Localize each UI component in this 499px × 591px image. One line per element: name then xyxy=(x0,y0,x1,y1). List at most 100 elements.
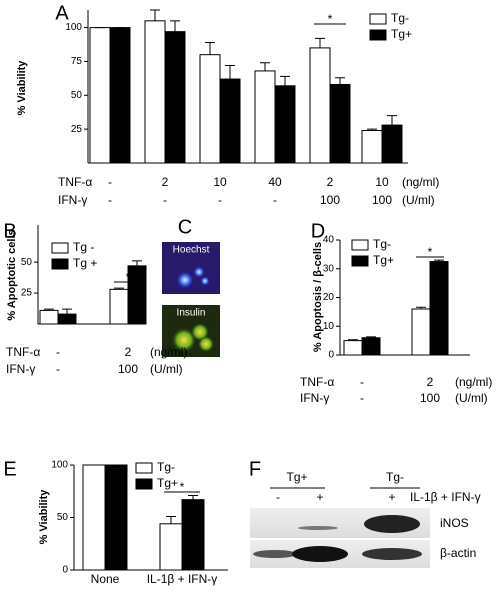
condition-value: - xyxy=(360,391,364,405)
bar xyxy=(411,308,431,356)
condition-unit: (ng/ml) xyxy=(402,175,439,189)
condition-value: 40 xyxy=(268,175,282,189)
band-label: β-actin xyxy=(440,546,476,560)
annotation: * xyxy=(428,245,433,259)
condition-value: 100 xyxy=(118,362,138,376)
error-bar xyxy=(132,260,142,266)
legend-swatch xyxy=(369,29,387,41)
condition-value: 10 xyxy=(375,175,389,189)
error-bar xyxy=(44,308,54,311)
annotation: * xyxy=(180,480,185,494)
bar xyxy=(144,20,166,164)
y-axis-label: % Viability xyxy=(16,60,28,116)
bar xyxy=(181,499,205,571)
legend-label: Tg+ xyxy=(373,253,394,267)
legend-swatch xyxy=(369,13,387,25)
condition-value: 2 xyxy=(427,375,434,389)
y-tick-label: 50 xyxy=(71,90,83,101)
condition-value: 2 xyxy=(327,175,334,189)
condition-value: - xyxy=(218,193,222,207)
cell xyxy=(198,336,214,352)
y-tick-label: 75 xyxy=(71,56,83,67)
band xyxy=(298,526,338,530)
condition-value: 2 xyxy=(162,175,169,189)
legend-label: Tg- xyxy=(391,11,409,25)
error-bar xyxy=(335,77,345,85)
condition-label: TNF-α xyxy=(6,345,40,359)
legend-label: Tg+ xyxy=(391,27,412,41)
condition-unit: (ng/ml) xyxy=(455,375,492,389)
condition-value: - xyxy=(108,175,112,189)
bar xyxy=(429,261,449,356)
condition-label: TNF-α xyxy=(300,375,334,389)
error-bar xyxy=(260,62,270,71)
band xyxy=(253,550,297,558)
legend-swatch xyxy=(51,258,69,270)
condition-value: - xyxy=(163,193,167,207)
condition-unit: (ng/ml) xyxy=(150,345,187,359)
bar xyxy=(274,85,296,164)
legend-swatch xyxy=(135,462,153,474)
y-tick-label: 25 xyxy=(71,124,83,135)
lane-label: + xyxy=(388,490,395,504)
bar xyxy=(381,124,403,164)
bar xyxy=(82,464,106,571)
group-label: Tg+ xyxy=(286,470,307,484)
error-bar xyxy=(434,259,444,262)
legend-label: Tg+ xyxy=(157,476,178,490)
error-bar xyxy=(150,9,160,21)
error-bar xyxy=(315,37,325,48)
error-bar xyxy=(367,128,377,131)
legend-swatch xyxy=(51,242,69,254)
bar xyxy=(343,340,363,356)
group-label: Tg- xyxy=(386,470,404,484)
error-bar xyxy=(416,306,426,309)
y-tick-label: 20 xyxy=(323,292,335,303)
y-axis-label: % Apoptosis / β-cells xyxy=(312,242,324,352)
y-axis-label: % Apoptotic cells xyxy=(6,229,18,320)
nucleus xyxy=(200,276,210,286)
error-bar xyxy=(225,65,235,80)
image-label: Insulin xyxy=(177,308,206,319)
bar xyxy=(361,337,381,356)
condition-value: 100 xyxy=(420,391,440,405)
panel-label: E xyxy=(3,458,16,480)
bar xyxy=(109,27,131,164)
condition-unit: (U/ml) xyxy=(150,362,183,376)
panel-label: F xyxy=(249,458,261,480)
panel-label: B xyxy=(3,220,16,242)
error-bar xyxy=(387,115,397,126)
condition-value: - xyxy=(108,193,112,207)
bar xyxy=(329,83,351,164)
cell xyxy=(172,328,196,352)
condition-label: IFN-γ xyxy=(58,193,87,207)
error-bar xyxy=(114,287,124,290)
y-tick-label: 10 xyxy=(323,321,335,332)
bar xyxy=(57,313,77,325)
y-tick-label: 100 xyxy=(65,22,82,33)
bar xyxy=(109,288,129,325)
nucleus xyxy=(176,271,194,289)
lane-label: + xyxy=(316,490,323,504)
band xyxy=(292,546,348,562)
bar xyxy=(254,70,276,164)
error-bar xyxy=(348,339,358,341)
condition-value: - xyxy=(273,193,277,207)
bar xyxy=(309,47,331,164)
band xyxy=(362,548,422,560)
x-tick-label: None xyxy=(91,572,120,586)
condition-value: - xyxy=(360,375,364,389)
bar xyxy=(164,31,186,164)
panel-label: A xyxy=(55,2,69,24)
error-bar xyxy=(205,41,215,55)
bar xyxy=(219,78,241,164)
condition-label: IFN-γ xyxy=(6,362,35,376)
panel-label: D xyxy=(311,220,325,242)
y-axis-label: % Viability xyxy=(38,489,50,545)
nucleus xyxy=(193,266,205,278)
condition-unit: (U/ml) xyxy=(455,391,488,405)
condition-value: - xyxy=(56,345,60,359)
image-label: Hoechst xyxy=(173,245,210,256)
legend-swatch xyxy=(351,239,369,251)
